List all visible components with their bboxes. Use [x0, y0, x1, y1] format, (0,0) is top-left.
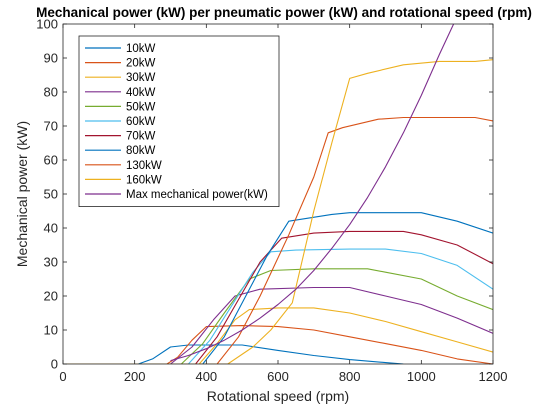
x-tick-label: 600	[267, 369, 289, 384]
y-tick-label: 50	[44, 187, 58, 202]
legend-label-10: 160kW	[126, 174, 162, 186]
legend-label-11: Max mechanical power(kW)	[126, 189, 268, 201]
y-tick-label: 10	[44, 323, 58, 338]
series-line-11	[170, 24, 455, 362]
x-tick-label: 800	[339, 369, 361, 384]
series-line-8	[63, 212, 493, 364]
axes: 0 200 400 600 800 1000 1200 0 10 20 30 40 50 60 70 80 90…	[36, 17, 507, 385]
legend-label-6: 60kW	[126, 116, 156, 128]
series-line-10	[63, 59, 493, 364]
series-line-5	[63, 268, 493, 364]
y-tick-label: 0	[51, 357, 58, 372]
legend-label-4: 40kW	[126, 87, 156, 99]
series-line-2	[63, 325, 493, 364]
x-tick-label: 1000	[407, 369, 436, 384]
x-tick-label: 400	[195, 369, 217, 384]
x-tick-label: 0	[59, 369, 66, 384]
legend-label-3: 30kW	[126, 72, 156, 84]
x-tick-label: 200	[124, 369, 146, 384]
legend-label-5: 50kW	[126, 101, 156, 113]
y-tick-label: 70	[44, 119, 58, 134]
series-line-3	[63, 307, 493, 364]
legend-label-1: 10kW	[126, 43, 156, 55]
legend-label-8: 80kW	[126, 145, 156, 157]
legend-label-7: 70kW	[126, 131, 156, 143]
y-tick-label: 40	[44, 221, 58, 236]
legend: 10kW 20kW 30kW 40kW 50kW 60kW 70kW 80kW 130kW 160…	[78, 35, 280, 208]
y-tick-label: 30	[44, 255, 58, 270]
series-layer	[63, 24, 493, 364]
series-line-1	[63, 344, 404, 364]
y-tick-label: 20	[44, 289, 58, 304]
series-line-4	[63, 286, 493, 364]
legend-label-9: 130kW	[126, 160, 162, 172]
series-line-7	[63, 230, 493, 364]
y-tick-label: 80	[44, 85, 58, 100]
y-tick-label: 100	[36, 17, 58, 32]
chart-title: Mechanical power (kW) per pneumatic powe…	[36, 5, 532, 20]
y-tick-label: 90	[44, 51, 58, 66]
series-line-9	[63, 116, 493, 364]
x-tick-label: 1200	[479, 369, 508, 384]
series-line-6	[63, 248, 493, 364]
y-tick-label: 60	[44, 153, 58, 168]
x-axis-label: Rotational speed (rpm)	[207, 388, 349, 404]
y-axis-label: Mechanical power (kW)	[14, 121, 30, 267]
legend-label-2: 20kW	[126, 58, 156, 70]
